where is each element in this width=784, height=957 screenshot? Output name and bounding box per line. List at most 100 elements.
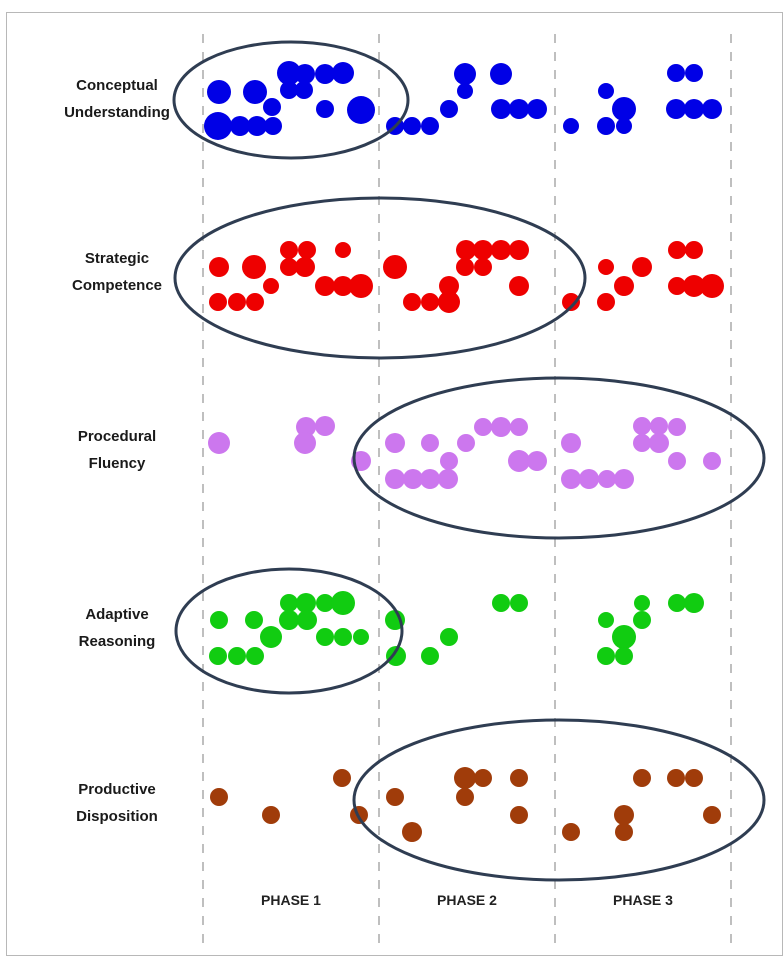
dot-row4-4 [245,611,263,629]
dot-row4-2 [209,647,227,665]
dot-row5-9 [474,769,492,787]
dot-row2-30 [614,276,634,296]
dot-row3-14 [474,418,492,436]
row-label-procedural-fluency: Procedural Fluency [77,428,157,472]
dot-row2-35 [683,275,705,297]
dot-row1-6 [263,98,281,116]
dot-row1-9 [280,81,298,99]
dot-row2-36 [700,274,724,298]
dot-row5-5 [386,788,404,806]
dot-row1-13 [316,100,334,118]
dot-row1-33 [666,99,686,119]
dot-row5-11 [510,806,528,824]
dot-row2-27 [562,293,580,311]
dot-row1-2 [204,112,232,140]
dot-row2-16 [403,293,421,311]
dot-row2-18 [438,291,460,313]
dot-row4-10 [297,610,317,630]
dot-row2-6 [263,278,279,294]
dot-row1-17 [403,117,421,135]
dot-row4-21 [510,594,528,612]
dot-row2-34 [668,277,686,295]
dot-row3-19 [561,433,581,453]
dot-row5-12 [562,823,580,841]
dot-row1-3 [230,116,250,136]
dot-row2-26 [509,276,529,296]
dot-row2-32 [668,241,686,259]
phase-label-1: PHASE 1 [261,892,321,908]
dot-row2-17 [421,293,439,311]
dot-row4-11 [316,594,334,612]
dot-row3-6 [385,433,405,453]
dot-row3-1 [208,432,230,454]
dot-row4-27 [633,611,651,629]
dot-row3-12 [438,469,458,489]
dot-row4-8 [279,610,299,630]
row-label-productive-disposition: Productive Disposition [76,781,158,825]
dot-row4-6 [260,626,282,648]
dot-row2-21 [456,240,476,260]
dot-row1-14 [332,62,354,84]
dot-row4-17 [386,646,406,666]
dot-row1-7 [264,117,282,135]
dot-row1-1 [207,80,231,104]
dot-row1-24 [509,99,529,119]
dot-row5-18 [703,806,721,824]
row-label-adaptive-reasoning: Adaptive Reasoning [78,606,156,650]
dot-row4-22 [598,612,614,628]
dot-row1-20 [454,63,476,85]
dot-row4-7 [280,594,298,612]
dot-row4-29 [684,593,704,613]
dot-row3-24 [633,417,651,435]
dot-row3-10 [420,469,440,489]
dot-row4-20 [492,594,510,612]
dot-row4-14 [334,628,352,646]
dot-row2-13 [333,276,353,296]
dot-row3-28 [668,418,686,436]
dot-row1-11 [295,81,313,99]
dot-row4-15 [353,629,369,645]
dot-row4-23 [597,647,615,665]
dot-row1-4 [243,80,267,104]
dot-row4-26 [634,595,650,611]
dot-row5-6 [402,822,422,842]
dot-row2-11 [315,276,335,296]
dot-row3-25 [633,434,651,452]
dot-row3-27 [649,433,669,453]
dot-row1-25 [527,99,547,119]
dot-row2-25 [509,240,529,260]
dot-row4-24 [612,625,636,649]
dot-row5-10 [510,769,528,787]
dot-row4-25 [615,647,633,665]
dot-row2-8 [280,258,298,276]
dot-row2-15 [383,255,407,279]
dot-row1-12 [315,64,335,84]
dot-row3-20 [561,469,581,489]
dot-row2-22 [473,240,493,260]
dot-row5-7 [454,767,476,789]
dot-row3-3 [294,432,316,454]
dot-row1-31 [667,64,685,82]
dot-row3-29 [668,452,686,470]
phase-label-2: PHASE 2 [437,892,497,908]
row-label-strategic-competence: Strategic Competence [71,250,163,294]
dot-row5-2 [262,806,280,824]
dot-row3-9 [421,434,439,452]
dot-row2-33 [685,241,703,259]
dot-row1-28 [597,117,615,135]
dot-row1-18 [421,117,439,135]
dot-row2-19 [439,276,459,296]
dot-row5-8 [456,788,474,806]
dot-row3-26 [650,417,668,435]
dot-row3-11 [440,452,458,470]
dot-row4-28 [668,594,686,612]
dot-row1-5 [247,116,267,136]
dot-row3-18 [527,451,547,471]
dot-row3-17 [508,450,530,472]
dot-row2-5 [246,293,264,311]
dot-row2-9 [298,241,316,259]
dot-row5-17 [685,769,703,787]
dot-row5-1 [210,788,228,806]
dot-row2-24 [491,240,511,260]
